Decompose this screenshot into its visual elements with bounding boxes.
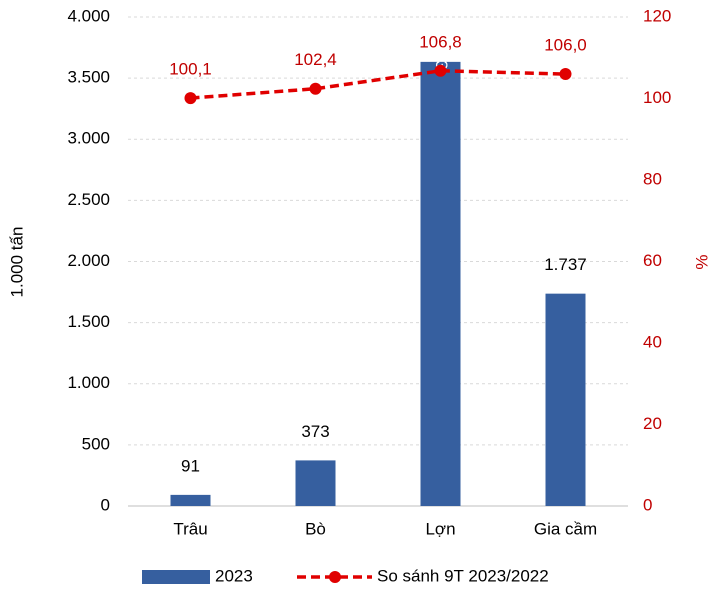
line bbox=[190, 69, 566, 100]
bar-value-label: 373 bbox=[301, 422, 329, 441]
bar bbox=[545, 293, 586, 506]
y2-tick-label: 40 bbox=[643, 332, 662, 351]
x-tick-label: Gia cầm bbox=[534, 519, 597, 538]
y2-tick-label: 100 bbox=[643, 88, 671, 107]
x-tick-label: Lợn bbox=[425, 519, 455, 538]
line-value-label: 106,0 bbox=[544, 36, 587, 55]
y2-tick-label: 0 bbox=[643, 495, 652, 514]
y2-tick-label: 60 bbox=[643, 251, 662, 270]
y2-tick-label: 80 bbox=[643, 169, 662, 188]
bar-value-label: 1.737 bbox=[544, 255, 587, 274]
y-tick-label: 4.000 bbox=[67, 6, 110, 25]
bar-value-label: 3.633 bbox=[432, 27, 451, 70]
line-value-label: 100,1 bbox=[169, 60, 212, 79]
y-tick-label: 2.500 bbox=[67, 190, 110, 209]
line-marker bbox=[309, 82, 322, 95]
legend-swatch bbox=[329, 571, 341, 583]
y2-tick-label: 20 bbox=[643, 414, 662, 433]
line-value-label: 106,8 bbox=[419, 32, 462, 51]
bar bbox=[170, 494, 211, 506]
line-marker bbox=[559, 68, 572, 81]
y2-axis-title: % bbox=[692, 254, 710, 269]
bar-value-label: 91 bbox=[181, 456, 200, 475]
legend-swatch bbox=[142, 570, 210, 584]
bar bbox=[420, 61, 461, 506]
legend-label: 2023 bbox=[215, 566, 253, 585]
y-tick-label: 3.500 bbox=[67, 68, 110, 87]
y2-tick-label: 120 bbox=[643, 6, 671, 25]
line-value-label: 102,4 bbox=[294, 50, 337, 69]
x-tick-label: Trâu bbox=[173, 519, 207, 538]
x-tick-label: Bò bbox=[305, 519, 326, 538]
line-marker bbox=[184, 92, 197, 105]
y-tick-label: 1.500 bbox=[67, 312, 110, 331]
line-marker bbox=[434, 64, 447, 77]
y-axis-title: 1.000 tấn bbox=[7, 227, 26, 298]
legend-label: So sánh 9T 2023/2022 bbox=[377, 566, 549, 585]
y-tick-label: 2.000 bbox=[67, 251, 110, 270]
bar bbox=[295, 460, 336, 506]
y-tick-label: 500 bbox=[82, 434, 110, 453]
y-tick-label: 1.000 bbox=[67, 373, 110, 392]
y-tick-label: 3.000 bbox=[67, 129, 110, 148]
y-tick-label: 0 bbox=[101, 495, 110, 514]
